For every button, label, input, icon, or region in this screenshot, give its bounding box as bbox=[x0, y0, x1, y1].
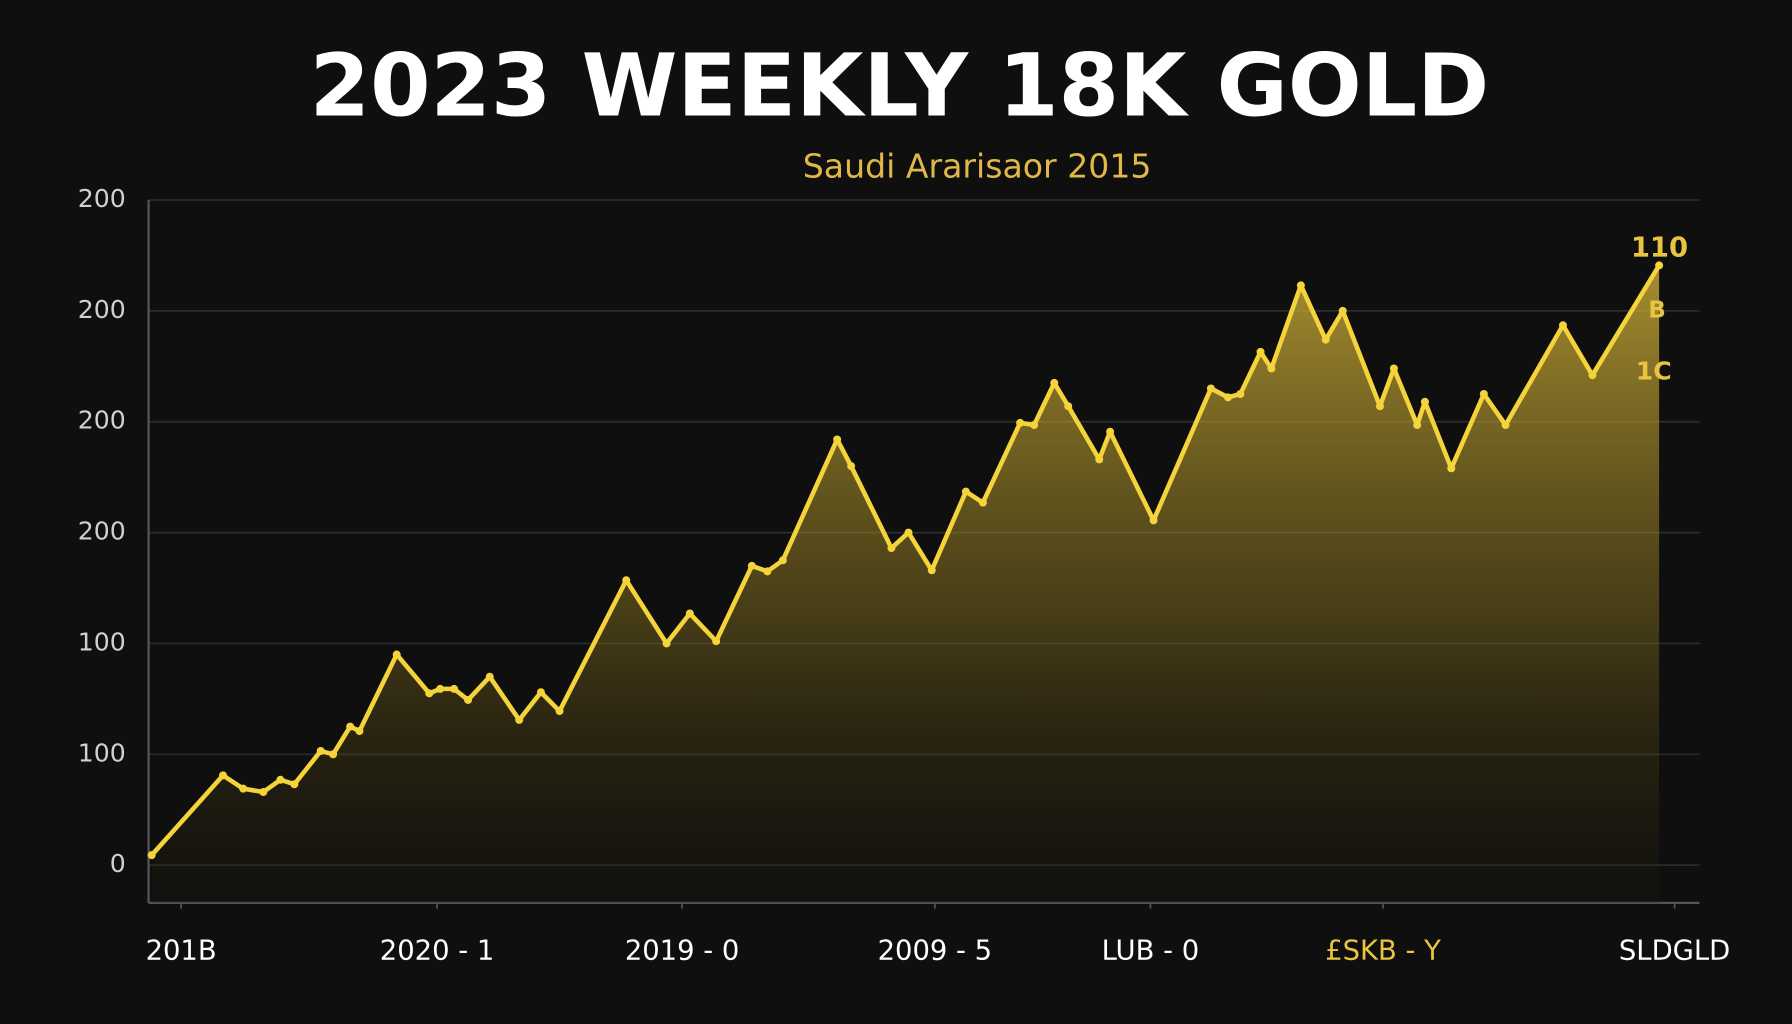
point bbox=[1106, 427, 1115, 436]
x-tick-label: 2009 - 5 bbox=[878, 936, 993, 967]
point bbox=[1588, 371, 1597, 380]
point bbox=[1413, 421, 1422, 430]
y-tick-label: 200 bbox=[78, 295, 126, 324]
point bbox=[1256, 347, 1265, 356]
point bbox=[887, 544, 896, 553]
point bbox=[316, 746, 325, 755]
point bbox=[1389, 364, 1398, 373]
point bbox=[1223, 393, 1232, 402]
point bbox=[1296, 281, 1305, 290]
point bbox=[961, 487, 970, 496]
point bbox=[515, 715, 524, 724]
point bbox=[1501, 421, 1510, 430]
point bbox=[536, 688, 545, 697]
point bbox=[927, 566, 936, 575]
point bbox=[1655, 261, 1664, 270]
point bbox=[1050, 378, 1059, 387]
point bbox=[1420, 397, 1429, 406]
area-fill bbox=[151, 265, 1660, 903]
point bbox=[239, 784, 248, 793]
y-tick-label: 100 bbox=[78, 738, 126, 767]
point bbox=[904, 528, 913, 537]
point bbox=[425, 689, 434, 698]
point bbox=[1030, 421, 1039, 430]
line bbox=[149, 264, 1662, 857]
y-tick-label: 0 bbox=[110, 849, 126, 878]
point bbox=[763, 567, 772, 576]
point bbox=[1206, 384, 1215, 393]
point bbox=[555, 707, 564, 716]
point bbox=[276, 775, 285, 784]
point bbox=[778, 556, 787, 565]
point bbox=[1149, 516, 1158, 525]
x-tick-label: LUB - 0 bbox=[1102, 936, 1200, 967]
point bbox=[346, 722, 355, 731]
point bbox=[329, 750, 338, 759]
annotation: 1C bbox=[1636, 357, 1672, 386]
annotation: 110 bbox=[1631, 233, 1688, 264]
point bbox=[847, 462, 856, 471]
x-tick-label: 201B bbox=[146, 936, 217, 967]
point bbox=[747, 561, 756, 570]
point bbox=[1064, 402, 1073, 411]
point bbox=[1479, 390, 1488, 399]
point bbox=[147, 851, 156, 860]
y-tick-label: 200 bbox=[78, 517, 126, 546]
point bbox=[392, 650, 401, 659]
point bbox=[436, 684, 445, 693]
point bbox=[450, 684, 459, 693]
y-tick-label: 200 bbox=[78, 406, 126, 435]
point bbox=[290, 780, 299, 789]
point bbox=[1447, 464, 1456, 473]
y-tick-label: 100 bbox=[78, 627, 126, 656]
point bbox=[1016, 418, 1025, 427]
point bbox=[1095, 455, 1104, 464]
point bbox=[1321, 335, 1330, 344]
chart-subtitle: Saudi Ararisaor 2015 bbox=[803, 146, 1152, 185]
point bbox=[464, 695, 473, 704]
x-tick-label: SLDGLD bbox=[1619, 936, 1730, 967]
point bbox=[355, 727, 364, 736]
point bbox=[1338, 306, 1347, 315]
point bbox=[662, 639, 671, 648]
chart-title: 2023 WEEKLY 18K GOLD bbox=[310, 35, 1490, 136]
point bbox=[259, 787, 268, 796]
x-tick-label: 2019 - 0 bbox=[625, 936, 740, 967]
point bbox=[712, 637, 721, 646]
point bbox=[485, 672, 494, 681]
point bbox=[978, 498, 987, 507]
point bbox=[1558, 321, 1567, 330]
point bbox=[1267, 364, 1276, 373]
y-tick-label: 200 bbox=[78, 184, 126, 213]
x-tick-label: £SKB - Y bbox=[1325, 936, 1441, 967]
point bbox=[1375, 402, 1384, 411]
x-tick-label: 2020 - 1 bbox=[380, 936, 495, 967]
point bbox=[833, 435, 842, 444]
point bbox=[219, 771, 228, 780]
annotation: B bbox=[1648, 297, 1665, 323]
point bbox=[622, 576, 631, 585]
point bbox=[1236, 390, 1245, 399]
point bbox=[685, 609, 694, 618]
